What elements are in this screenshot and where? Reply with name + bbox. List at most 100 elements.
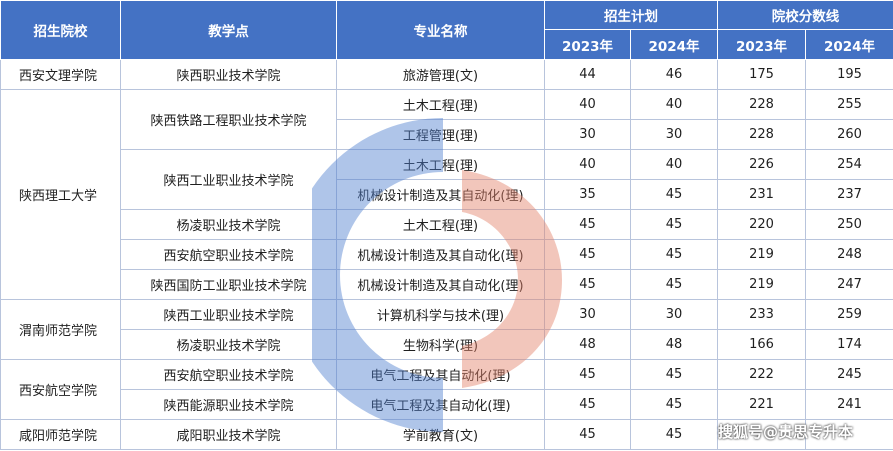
score-2023-cell: 219 (717, 239, 806, 270)
score-2024-cell: 248 (805, 239, 893, 270)
table-row: 咸阳师范学院 咸阳职业技术学院 学前教育(文) 45 45 (0, 419, 893, 450)
major-cell: 土木工程(理) (336, 149, 545, 180)
plan-2024-cell: 30 (630, 119, 718, 150)
score-2023-cell: 221 (717, 389, 806, 420)
score-2023-cell: 175 (717, 59, 806, 90)
table-row: 杨凌职业技术学院 生物科学(理) 48 48 166 174 (1, 329, 893, 360)
header-major: 专业名称 (336, 0, 545, 60)
score-2024-cell: 247 (805, 269, 893, 300)
score-2023-cell: 228 (717, 89, 806, 120)
major-cell: 土木工程(理) (336, 209, 545, 240)
major-cell: 土木工程(理) (336, 89, 545, 120)
plan-2023-cell: 45 (544, 209, 631, 240)
score-2023-cell: 228 (717, 119, 806, 150)
plan-2024-cell: 45 (630, 359, 718, 390)
major-cell: 学前教育(文) (336, 419, 545, 450)
table-row: 西安航空职业技术学院 机械设计制造及其自动化(理) 45 45 219 248 (1, 239, 893, 270)
site-cell: 陕西国防工业职业技术学院 (120, 269, 337, 300)
score-2023-cell: 166 (717, 329, 806, 360)
site-cell: 咸阳职业技术学院 (120, 419, 337, 450)
table-row: 陕西理工大学 陕西铁路工程职业技术学院 土木工程(理) 40 40 228 25… (0, 89, 893, 300)
score-2023-cell: 233 (717, 299, 806, 330)
plan-2024-cell: 48 (630, 329, 718, 360)
plan-2023-cell: 40 (544, 89, 631, 120)
score-2023-cell: 231 (717, 179, 806, 210)
plan-2024-cell: 46 (630, 59, 718, 90)
header-school: 招生院校 (0, 0, 121, 60)
site-cell: 西安航空职业技术学院 (120, 239, 337, 270)
site-cell: 西安航空职业技术学院 (120, 359, 337, 390)
plan-2023-cell: 45 (544, 269, 631, 300)
table-row: 工程管理(理) 30 30 228 260 (1, 119, 893, 150)
major-cell: 工程管理(理) (336, 119, 545, 150)
major-cell: 电气工程及其自动化(理) (336, 359, 545, 390)
school-cell: 陕西理工大学 (0, 89, 121, 300)
score-2024-cell: 237 (805, 179, 893, 210)
score-2023-cell: 219 (717, 269, 806, 300)
major-cell: 计算机科学与技术(理) (336, 299, 545, 330)
plan-2024-cell: 45 (630, 389, 718, 420)
plan-2024-cell: 30 (630, 299, 718, 330)
table-row: 陕西国防工业职业技术学院 机械设计制造及其自动化(理) 45 45 219 24… (1, 269, 893, 300)
table-row: 陕西能源职业技术学院 电气工程及其自动化(理) 45 45 221 241 (1, 389, 893, 420)
table-row: 西安航空学院 西安航空职业技术学院 电气工程及其自动化(理) 45 45 222… (0, 359, 893, 420)
major-cell: 生物科学(理) (336, 329, 545, 360)
school-cell: 西安航空学院 (0, 359, 121, 420)
plan-2023-cell: 45 (544, 419, 631, 450)
table-row: 机械设计制造及其自动化(理) 35 45 231 237 (1, 179, 893, 210)
major-cell: 机械设计制造及其自动化(理) (336, 269, 545, 300)
major-cell: 机械设计制造及其自动化(理) (336, 239, 545, 270)
site-cell: 杨凌职业技术学院 (120, 329, 337, 360)
table-row: 渭南师范学院 陕西工业职业技术学院 计算机科学与技术(理) 30 30 233 … (0, 299, 893, 360)
major-cell: 机械设计制造及其自动化(理) (336, 179, 545, 210)
score-2024-cell: 174 (805, 329, 893, 360)
table-row: 西安文理学院 陕西职业技术学院 旅游管理(文) 44 46 175 195 (0, 59, 893, 90)
header-plan-2023: 2023年 (544, 29, 631, 60)
plan-2023-cell: 45 (544, 239, 631, 270)
score-2024-cell: 245 (805, 359, 893, 390)
score-2023-cell: 220 (717, 209, 806, 240)
score-2024-cell: 250 (805, 209, 893, 240)
plan-2024-cell: 40 (630, 89, 718, 120)
plan-2024-cell: 45 (630, 269, 718, 300)
header-score-2023: 2023年 (717, 29, 806, 60)
plan-2024-cell: 45 (630, 419, 718, 450)
major-cell: 旅游管理(文) (336, 59, 545, 90)
site-cell: 陕西能源职业技术学院 (120, 389, 337, 420)
site-cell: 陕西职业技术学院 (120, 59, 337, 90)
score-2023-cell (717, 419, 806, 450)
plan-2024-cell: 40 (630, 149, 718, 180)
score-2024-cell: 255 (805, 89, 893, 120)
school-cell: 渭南师范学院 (0, 299, 121, 360)
plan-2024-cell: 45 (630, 239, 718, 270)
table-row: 陕西工业职业技术学院 土木工程(理) 40 40 226 254 (1, 149, 893, 210)
score-2024-cell: 254 (805, 149, 893, 180)
site-cell: 陕西工业职业技术学院 (120, 149, 337, 210)
school-cell: 咸阳师范学院 (0, 419, 121, 450)
major-cell: 电气工程及其自动化(理) (336, 389, 545, 420)
score-2024-cell: 241 (805, 389, 893, 420)
plan-2023-cell: 30 (544, 299, 631, 330)
plan-2023-cell: 45 (544, 389, 631, 420)
header-score-2024: 2024年 (805, 29, 893, 60)
plan-2023-cell: 48 (544, 329, 631, 360)
header-plan-2024: 2024年 (630, 29, 718, 60)
score-2024-cell: 195 (805, 59, 893, 90)
site-cell: 杨凌职业技术学院 (120, 209, 337, 240)
score-2024-cell: 260 (805, 119, 893, 150)
table-row: 杨凌职业技术学院 土木工程(理) 45 45 220 250 (1, 209, 893, 240)
plan-2023-cell: 44 (544, 59, 631, 90)
plan-2023-cell: 40 (544, 149, 631, 180)
site-cell: 陕西铁路工程职业技术学院 (120, 89, 337, 150)
plan-2024-cell: 45 (630, 209, 718, 240)
plan-2023-cell: 30 (544, 119, 631, 150)
site-cell: 陕西工业职业技术学院 (120, 299, 337, 330)
header-enrollment-plan: 招生计划 (544, 0, 718, 30)
score-2024-cell: 259 (805, 299, 893, 330)
plan-2023-cell: 45 (544, 359, 631, 390)
school-cell: 西安文理学院 (0, 59, 121, 90)
header-teaching-site: 教学点 (120, 0, 337, 60)
watermark-credit: 搜狐号@贵思专升本 (718, 423, 854, 441)
plan-2024-cell: 45 (630, 179, 718, 210)
